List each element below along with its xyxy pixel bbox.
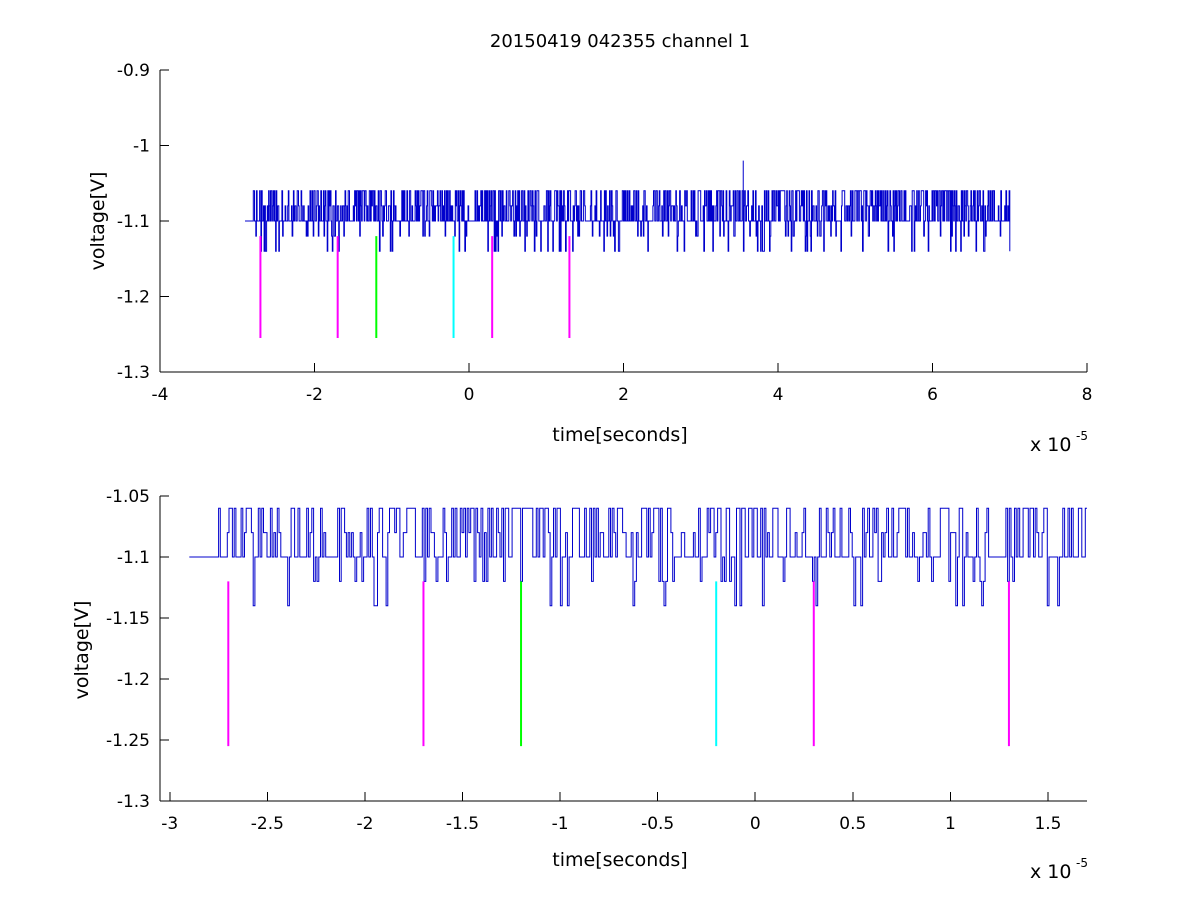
bottom-plot: -3 -2.5 -2 -1.5 -1 -0.5 0 0.5 1 1.5 -1.3 -1.25 -1.2 -…: [71, 487, 1088, 883]
bottom-x-tick-label: -1.5: [446, 814, 479, 834]
bottom-y-tick-label: -1.15: [106, 609, 150, 629]
bottom-x-tick-label: 1.5: [1034, 814, 1061, 834]
bottom-x-tick-label: 1: [945, 814, 956, 834]
bottom-x-tick-label: -2: [356, 814, 373, 834]
figure-title: 20150419 042355 channel 1: [490, 31, 750, 52]
bottom-y-tick-label: -1.3: [117, 792, 150, 812]
top-x-tick-label: 8: [1082, 385, 1093, 405]
bottom-x-tick-label: -3: [161, 814, 178, 834]
top-x-tick-label: 6: [927, 385, 938, 405]
top-x-axis-label: time[seconds]: [552, 424, 687, 446]
bottom-y-tick-label: -1.25: [106, 731, 150, 751]
bottom-x-tick-label: 0.5: [839, 814, 866, 834]
top-x-tick-label: -4: [152, 385, 169, 405]
bottom-y-tick-label: -1.05: [106, 487, 150, 507]
top-voltage-trace: [245, 190, 1011, 252]
bottom-x-tick-label: -1: [552, 814, 569, 834]
top-y-tick-label: -1.1: [117, 212, 150, 232]
top-y-axis-label: voltage[V]: [87, 172, 109, 271]
bottom-x-axis-label: time[seconds]: [552, 849, 687, 871]
bottom-y-tick-label: -1.1: [117, 548, 150, 568]
bottom-y-tick-label: -1.2: [117, 670, 150, 690]
bottom-marker-layer: [227, 581, 1010, 747]
top-x-tick-label: 2: [618, 385, 629, 405]
top-x-tick-label: 4: [773, 385, 784, 405]
top-axes: -4 -2 0 2 4 6 8 -1.3 -1.2 -1.1 -1 -0.9: [117, 61, 1093, 405]
top-y-tick-label: -0.9: [117, 61, 150, 81]
bottom-x-tick-label: 0: [750, 814, 761, 834]
bottom-x-tick-label: -0.5: [641, 814, 674, 834]
bottom-x-tick-label: -2.5: [251, 814, 284, 834]
top-y-tick-label: -1: [133, 137, 150, 157]
top-trace-layer: [245, 160, 1011, 252]
bottom-x-exponent: -5: [1076, 856, 1088, 870]
bottom-x-multiplier: x 10: [1030, 861, 1071, 883]
bottom-axes: -3 -2.5 -2 -1.5 -1 -0.5 0 0.5 1 1.5 -1.3 -1.25 -1.2 -…: [106, 487, 1087, 834]
bottom-y-axis-label: voltage[V]: [71, 601, 93, 700]
bottom-voltage-trace: [189, 507, 1087, 607]
top-x-exponent: -5: [1076, 429, 1088, 443]
top-marker-layer: [259, 236, 571, 339]
top-y-tick-label: -1.3: [117, 363, 150, 383]
top-y-tick-label: -1.2: [117, 288, 150, 308]
top-x-tick-label: 0: [464, 385, 475, 405]
top-x-tick-label: -2: [306, 385, 323, 405]
top-plot: -4 -2 0 2 4 6 8 -1.3 -1.2 -1.1 -1 -0.9 time[seconds…: [87, 61, 1092, 456]
bottom-trace-layer: [189, 507, 1087, 607]
top-x-multiplier: x 10: [1030, 434, 1071, 456]
